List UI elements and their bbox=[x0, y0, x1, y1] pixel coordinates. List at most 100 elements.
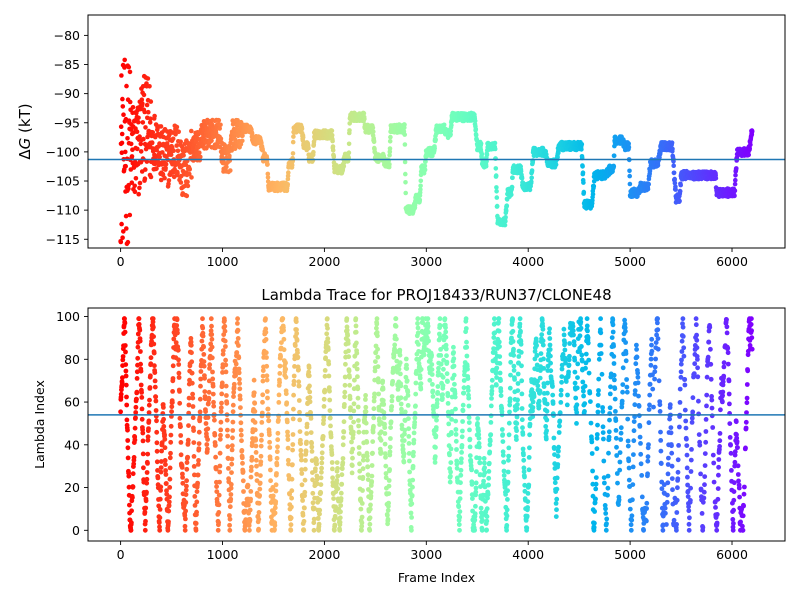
lambda-point bbox=[282, 337, 287, 342]
lambda-point bbox=[375, 355, 380, 360]
lambda-point bbox=[139, 383, 144, 388]
lambda-point bbox=[317, 522, 322, 527]
lambda-point bbox=[210, 377, 215, 382]
dg-point bbox=[266, 175, 271, 180]
lambda-point bbox=[360, 501, 365, 506]
lambda-point bbox=[464, 326, 469, 331]
lambda-point bbox=[438, 316, 443, 321]
dg-point bbox=[146, 110, 151, 115]
dg-point bbox=[433, 138, 438, 143]
lambda-point bbox=[298, 429, 303, 434]
lambda-point bbox=[454, 427, 459, 432]
lambda-point bbox=[205, 447, 210, 452]
lambda-point bbox=[357, 461, 362, 466]
lambda-point bbox=[412, 438, 417, 443]
lambda-point bbox=[460, 434, 465, 439]
lambda-point bbox=[238, 405, 243, 410]
dg-point bbox=[330, 128, 335, 133]
lambda-point bbox=[275, 463, 280, 468]
lambda-point bbox=[357, 451, 362, 456]
lambda-point bbox=[475, 421, 480, 426]
lambda-point bbox=[477, 445, 482, 450]
lambda-point bbox=[195, 489, 200, 494]
lambda-point bbox=[371, 424, 376, 429]
dg-point bbox=[121, 112, 126, 117]
dg-point bbox=[495, 195, 500, 200]
lambda-point bbox=[368, 507, 373, 512]
lambda-point bbox=[346, 341, 351, 346]
lambda-point bbox=[330, 475, 335, 480]
lambda-point bbox=[183, 528, 188, 533]
lambda-point bbox=[458, 496, 463, 501]
dg-point bbox=[494, 173, 499, 178]
lambda-point bbox=[452, 382, 457, 387]
lambda-point bbox=[139, 390, 144, 395]
lambda-point bbox=[210, 355, 215, 360]
dg-point bbox=[146, 76, 151, 81]
lambda-point bbox=[469, 468, 474, 473]
lambda-point bbox=[419, 367, 424, 372]
lambda-point bbox=[236, 336, 241, 341]
dg-point bbox=[291, 151, 296, 156]
lambda-point bbox=[174, 323, 179, 328]
lambda-point bbox=[307, 373, 312, 378]
lambda-point bbox=[135, 356, 140, 361]
lambda-point bbox=[252, 390, 257, 395]
lambda-point bbox=[383, 431, 388, 436]
lambda-point bbox=[169, 409, 174, 414]
lambda-point bbox=[318, 490, 323, 495]
dg-point bbox=[493, 147, 498, 152]
lambda-point bbox=[313, 466, 318, 471]
lambda-point bbox=[497, 329, 502, 334]
lambda-point bbox=[301, 528, 306, 533]
lambda-point bbox=[218, 451, 223, 456]
lambda-point bbox=[254, 458, 259, 463]
lambda-point bbox=[198, 415, 203, 420]
lambda-point bbox=[280, 316, 285, 321]
lambda-point bbox=[475, 416, 480, 421]
lambda-point bbox=[205, 437, 210, 442]
lambda-point bbox=[204, 442, 209, 447]
lambda-point bbox=[311, 500, 316, 505]
dg-point bbox=[185, 180, 190, 185]
dg-point bbox=[240, 139, 245, 144]
lambda-point bbox=[458, 480, 463, 485]
dg-point bbox=[176, 149, 181, 154]
lambda-point bbox=[140, 417, 145, 422]
lambda-point bbox=[256, 527, 261, 532]
lambda-point bbox=[461, 408, 466, 413]
lambda-point bbox=[487, 469, 492, 474]
lambda-point bbox=[441, 383, 446, 388]
dg-point bbox=[311, 150, 316, 155]
lambda-point bbox=[426, 330, 431, 335]
dg-point bbox=[140, 97, 145, 102]
dg-point bbox=[124, 226, 129, 231]
lambda-point bbox=[257, 487, 262, 492]
lambda-point bbox=[409, 528, 414, 533]
dg-point bbox=[746, 153, 751, 158]
lambda-point bbox=[397, 348, 402, 353]
lambda-point bbox=[389, 419, 394, 424]
lambda-point bbox=[335, 466, 340, 471]
lambda-point bbox=[418, 387, 423, 392]
lambda-point bbox=[236, 355, 241, 360]
lambda-point bbox=[185, 455, 190, 460]
lambda-point bbox=[190, 396, 195, 401]
lambda-point bbox=[370, 439, 375, 444]
dg-point bbox=[189, 175, 194, 180]
lambda-point bbox=[201, 352, 206, 357]
lambda-point bbox=[229, 462, 234, 467]
y-tick-label: −85 bbox=[54, 57, 80, 72]
lambda-point bbox=[488, 439, 493, 444]
lambda-point bbox=[206, 415, 211, 420]
lambda-point bbox=[289, 505, 294, 510]
lambda-point bbox=[446, 393, 451, 398]
lambda-point bbox=[291, 417, 296, 422]
lambda-point bbox=[196, 473, 201, 478]
dg-point bbox=[139, 149, 144, 154]
dg-point bbox=[135, 147, 140, 152]
lambda-point bbox=[168, 455, 173, 460]
lambda-point bbox=[404, 357, 409, 362]
lambda-point bbox=[490, 378, 495, 383]
lambda-point bbox=[433, 460, 438, 465]
